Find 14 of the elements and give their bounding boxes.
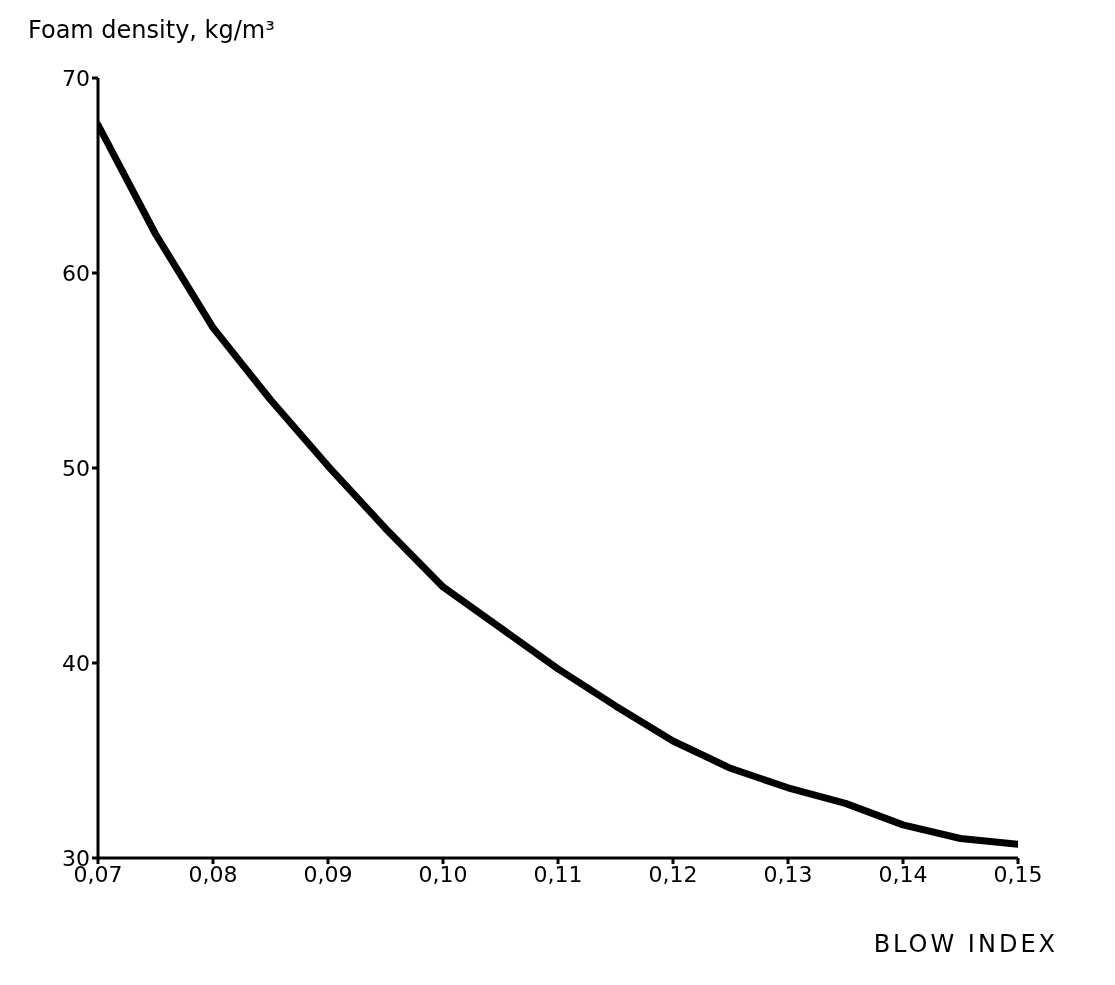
y-tick-label: 60	[62, 260, 90, 286]
x-tick-label: 0,14	[878, 861, 928, 887]
x-tick-label: 0,11	[533, 861, 583, 887]
y-tick-label: 50	[62, 455, 90, 481]
x-tick-label: 0,12	[648, 861, 698, 887]
x-tick-label: 0,15	[993, 861, 1043, 887]
x-axis-title: BLOW INDEX	[873, 930, 1058, 958]
x-tick-label: 0,08	[188, 861, 238, 887]
y-axis-title: Foam density, kg/m³	[28, 16, 275, 44]
y-tick-label: 40	[62, 650, 90, 676]
x-tick-label: 0,09	[303, 861, 353, 887]
x-tick-label: 0,13	[763, 861, 813, 887]
x-tick-label: 0,10	[418, 861, 468, 887]
y-tick-label: 70	[62, 65, 90, 91]
